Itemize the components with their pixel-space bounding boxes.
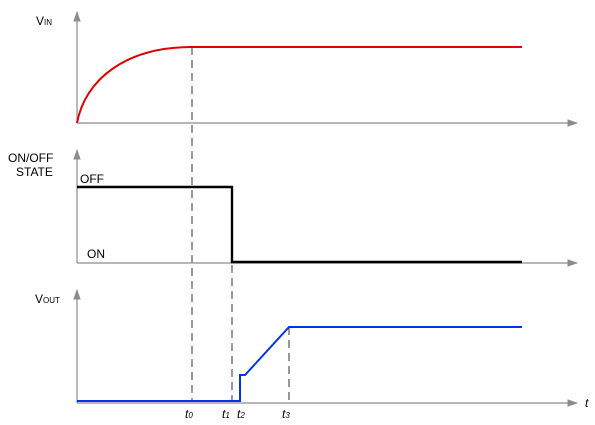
time-marker-lines: [191, 47, 290, 401]
vout-label-sub: OUT: [43, 296, 60, 305]
time-marker-labels: t0 t1 t2 t3: [185, 407, 290, 421]
marker-t0-sub: 0: [188, 411, 193, 420]
vin-label-sub: IN: [44, 18, 52, 27]
marker-t2: t2: [237, 407, 245, 421]
marker-t1-sub: 1: [225, 411, 229, 420]
marker-t1-main: t: [222, 407, 226, 421]
vout-axis-label: VOUT: [35, 292, 60, 306]
vout-trace: [77, 326, 522, 402]
state-panel: ON/OFF STATE OFF ON: [8, 148, 579, 267]
marker-t2-main: t: [237, 407, 241, 421]
vin-axis-label: VIN: [36, 14, 52, 28]
vin-label-main: V: [36, 14, 44, 28]
marker-t2-sub: 2: [239, 411, 245, 420]
off-state-label: OFF: [80, 172, 104, 186]
marker-t3-sub: 3: [285, 411, 290, 420]
marker-t0-main: t: [185, 407, 189, 421]
marker-t0: t0: [185, 407, 193, 421]
vin-panel: VIN: [36, 10, 579, 127]
state-axis-label-line2: STATE: [16, 165, 53, 179]
marker-t1: t1: [222, 407, 230, 421]
state-trace: [77, 185, 522, 264]
vin-curve: [76, 46, 522, 124]
marker-t3-main: t: [282, 407, 286, 421]
vout-panel: VOUT t: [35, 288, 589, 410]
on-state-label: ON: [87, 247, 105, 261]
vout-label-main: V: [35, 292, 43, 306]
time-axis-label: t: [585, 396, 589, 410]
marker-t3: t3: [282, 407, 290, 421]
state-axis-label-line1: ON/OFF: [8, 151, 53, 165]
